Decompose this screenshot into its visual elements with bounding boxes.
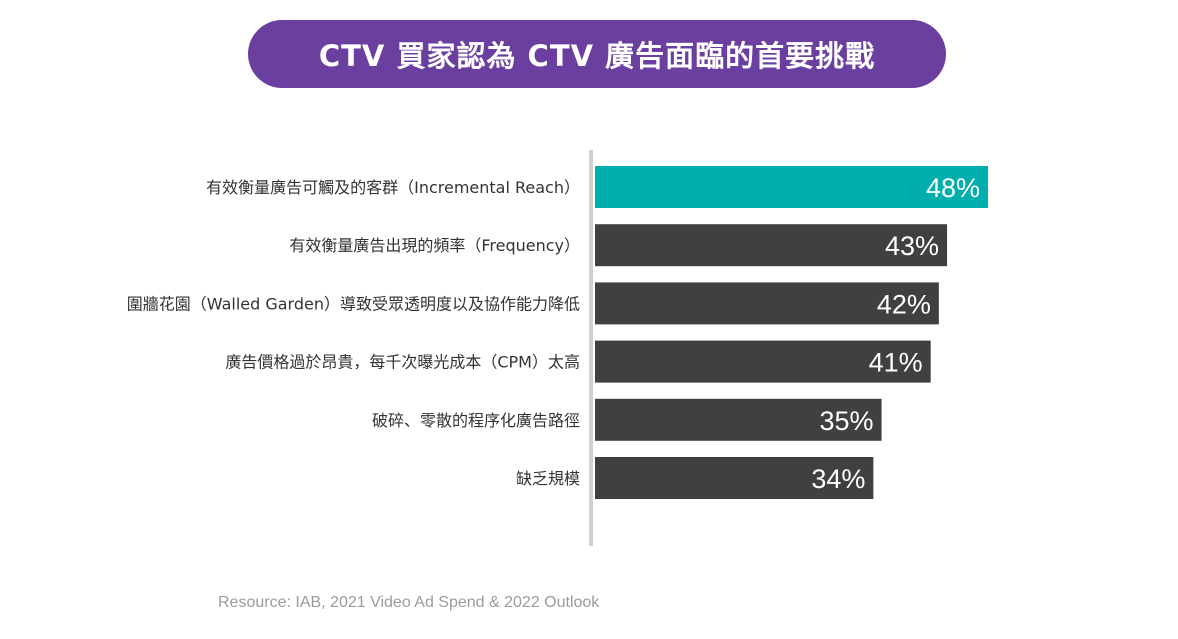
bar-6 <box>595 457 874 499</box>
data-label-2: 43% <box>885 231 939 261</box>
data-label-1: 48% <box>926 173 980 203</box>
category-label-3: 圍牆花園（Walled Garden）導致受眾透明度以及協作能力降低 <box>127 294 580 313</box>
bar-3 <box>595 282 939 325</box>
data-label-4: 41% <box>869 348 923 378</box>
source-note: Resource: IAB, 2021 Video Ad Spend & 202… <box>218 594 600 611</box>
data-label-5: 35% <box>820 406 874 436</box>
y-axis-line <box>589 150 593 546</box>
category-label-1: 有效衡量廣告可觸及的客群（Incremental Reach） <box>206 178 580 197</box>
category-label-2: 有效衡量廣告出現的頻率（Frequency） <box>289 236 580 255</box>
data-label-6: 34% <box>811 464 865 494</box>
title-banner: CTV 買家認為 CTV 廣告面臨的首要挑戰 <box>248 20 946 88</box>
bar-1 <box>595 166 988 208</box>
bar-4 <box>595 340 931 383</box>
bar-5 <box>595 398 882 441</box>
data-label-3: 42% <box>877 289 931 319</box>
bar-2 <box>595 224 948 267</box>
chart-title: CTV 買家認為 CTV 廣告面臨的首要挑戰 <box>318 39 876 73</box>
category-label-5: 破碎、零散的程序化廣告路徑 <box>372 411 580 430</box>
category-label-6: 缺乏規模 <box>516 469 580 488</box>
category-label-4: 廣告價格過於昂貴，每千次曝光成本（CPM）太高 <box>225 353 580 372</box>
